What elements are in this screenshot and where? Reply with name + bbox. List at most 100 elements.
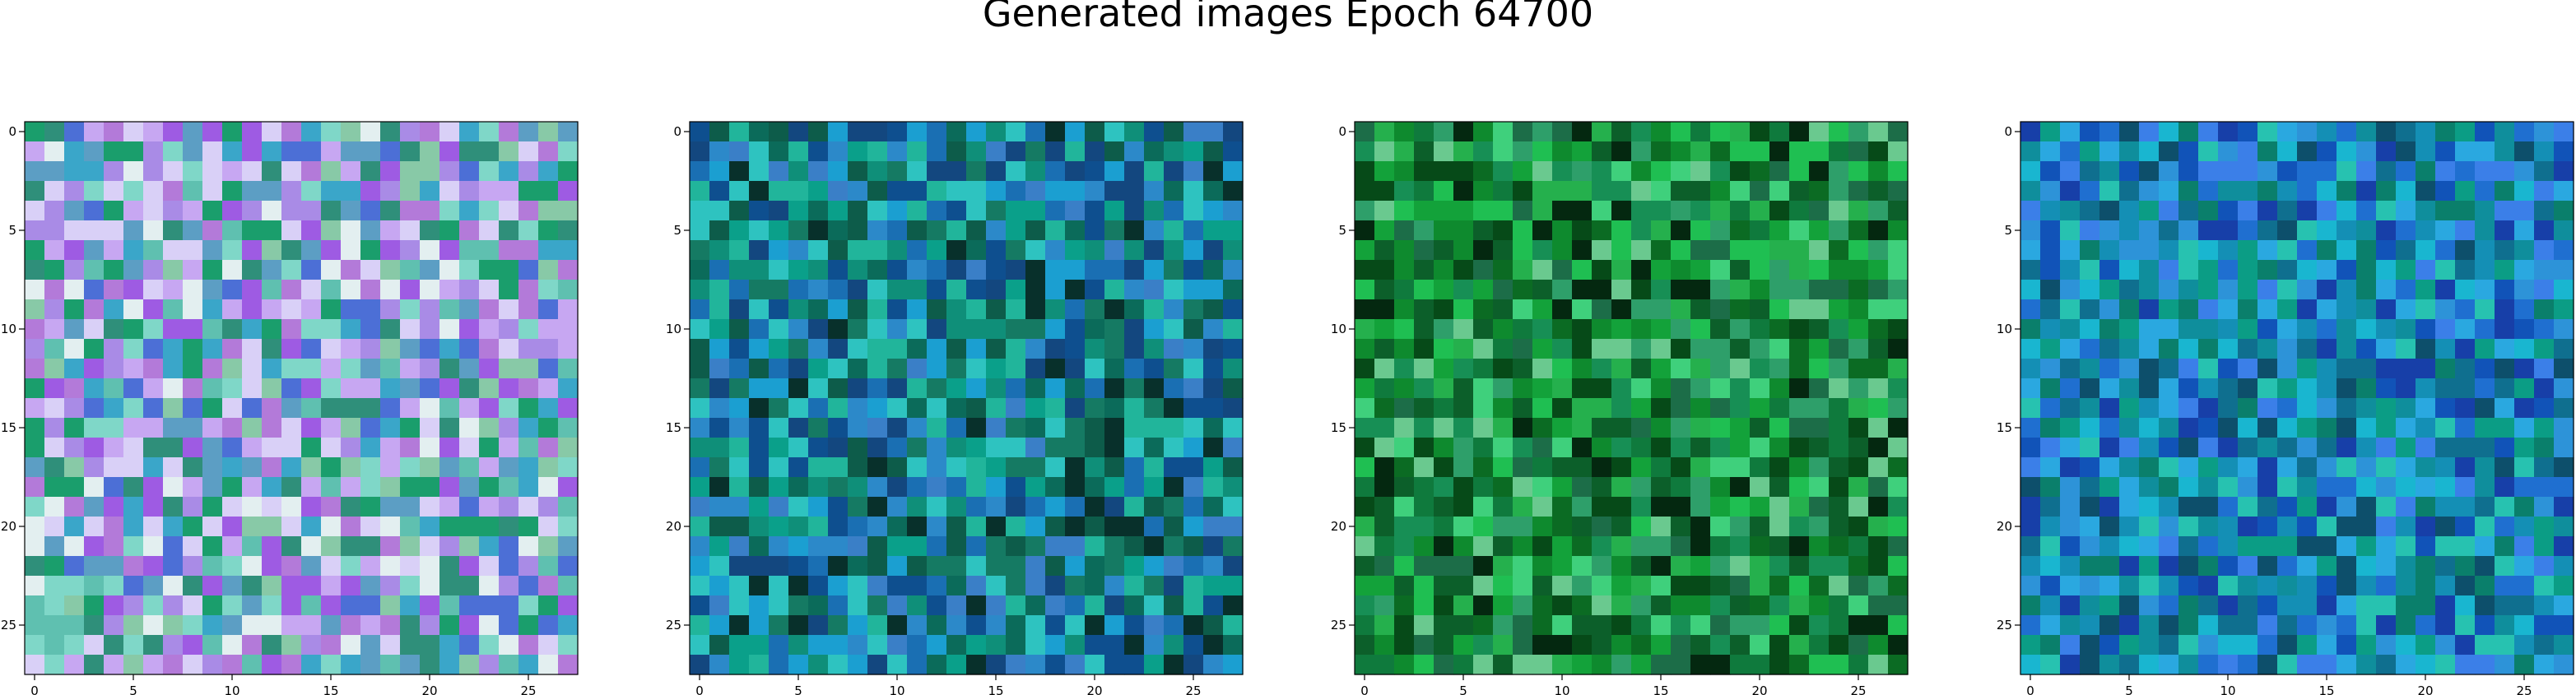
pixel [1085, 299, 1105, 320]
pixel [1671, 497, 1691, 517]
pixel [1025, 398, 1046, 419]
pixel [1532, 477, 1553, 498]
pixel [2139, 280, 2160, 300]
pixel [420, 438, 440, 458]
pixel [2257, 359, 2278, 379]
pixel [1085, 655, 1105, 675]
pixel [1493, 141, 1514, 162]
pixel [558, 260, 579, 280]
pixel [1513, 635, 1533, 656]
pixel [2337, 517, 2357, 537]
pixel [966, 556, 987, 577]
pixel [867, 181, 888, 202]
pixel [183, 418, 203, 438]
pixel [1809, 181, 1830, 202]
pixel [2277, 339, 2298, 359]
pixel [1183, 260, 1204, 280]
pixel [2554, 655, 2574, 675]
pixel [769, 615, 789, 636]
pixel [2297, 378, 2318, 399]
pixel [360, 319, 381, 340]
pixel [1789, 161, 1810, 182]
pixel [2178, 141, 2199, 162]
pixel [1829, 615, 1849, 636]
pixel [1473, 595, 1494, 616]
pixel [1124, 595, 1145, 616]
pixel [183, 220, 203, 241]
pixel [2020, 576, 2041, 596]
pixel [2297, 122, 2318, 142]
pixel [1730, 497, 1751, 517]
pixel [749, 260, 770, 280]
pixel [2376, 181, 2397, 202]
pixel [2416, 438, 2436, 458]
pixel [2416, 319, 2436, 340]
pixel [690, 418, 710, 438]
pixel [44, 359, 65, 379]
pixel [1006, 536, 1026, 557]
pixel [1085, 122, 1105, 142]
pixel [887, 635, 908, 656]
pixel [1045, 497, 1066, 517]
pixel [2297, 517, 2318, 537]
pixel [1888, 201, 1909, 221]
pixel [44, 576, 65, 596]
pixel [2099, 635, 2120, 656]
pixel [808, 595, 829, 616]
pixel [2495, 477, 2515, 498]
pixel [518, 339, 539, 359]
pixel [1631, 595, 1652, 616]
pixel [2554, 576, 2574, 596]
pixel [2396, 378, 2416, 399]
pixel [1690, 181, 1711, 202]
pixel [558, 556, 579, 577]
pixel [1651, 595, 1672, 616]
pixel [538, 635, 559, 656]
pixel [1829, 220, 1849, 241]
pixel [1769, 635, 1790, 656]
pixel [2317, 319, 2337, 340]
pixel [2396, 536, 2416, 557]
pixel [2297, 418, 2318, 438]
pixel [420, 615, 440, 636]
pixel [1513, 615, 1533, 636]
pixel [1769, 517, 1790, 537]
pixel [2356, 181, 2377, 202]
pixel [2139, 536, 2160, 557]
pixel [341, 378, 361, 399]
pixel [84, 398, 105, 419]
pixel [2119, 576, 2140, 596]
pixel [1769, 299, 1790, 320]
pixel [828, 398, 849, 419]
pixel [1065, 418, 1086, 438]
pixel [123, 161, 144, 182]
pixel [2060, 122, 2081, 142]
pixel [400, 201, 421, 221]
pixel [1104, 299, 1125, 320]
pixel [1651, 201, 1672, 221]
pixel [1374, 161, 1395, 182]
pixel [459, 181, 480, 202]
pixel [321, 280, 342, 300]
pixel [1592, 141, 1612, 162]
pixel [2060, 260, 2081, 280]
pixel [2297, 477, 2318, 498]
pixel [2139, 201, 2160, 221]
pixel [1730, 398, 1751, 419]
pixel [749, 576, 770, 596]
pixel [64, 635, 85, 656]
pixel [1144, 615, 1165, 636]
pixel [690, 438, 710, 458]
pixel [1651, 122, 1672, 142]
pixel [380, 220, 401, 241]
pixel [729, 398, 750, 419]
pixel [2337, 141, 2357, 162]
pixel [84, 319, 105, 340]
pixel [262, 497, 282, 517]
pixel [1414, 339, 1434, 359]
pixel [1690, 655, 1711, 675]
pixel [690, 635, 710, 656]
pixel [2317, 181, 2337, 202]
pixel [1045, 122, 1066, 142]
pixel [1025, 201, 1046, 221]
